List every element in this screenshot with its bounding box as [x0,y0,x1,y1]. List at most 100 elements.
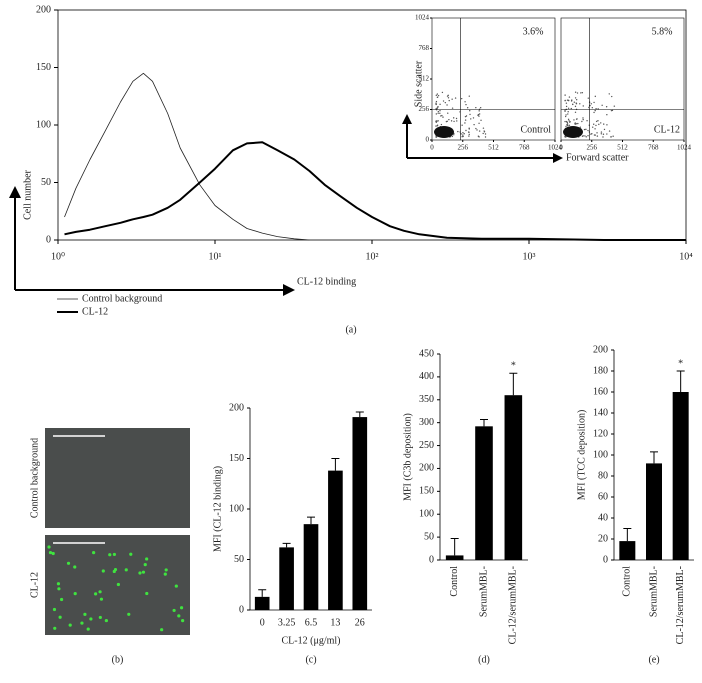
event-dot [595,124,597,127]
panel-label: (c) [305,654,316,665]
event-dot [594,128,596,130]
event-dot [582,117,584,119]
y-axis-label: MFI (C3b deposition) [402,413,413,501]
event-dot [436,96,439,98]
inset-arrow [406,122,555,159]
event-dot [445,120,448,123]
y-tick-label: 256 [419,105,430,113]
event-dot [565,105,568,108]
event-dot [611,109,614,112]
event-dot [575,123,578,125]
fluorescent-spot [174,584,178,588]
event-dot [465,129,467,132]
event-dot [587,129,589,132]
x-tick-label: 3.25 [278,617,296,628]
event-dot [605,106,608,108]
event-dot [580,92,582,94]
error-bar [258,589,267,597]
image-label: Control background [29,438,40,518]
event-dot [435,94,438,97]
event-dot [440,123,443,126]
y-tick-label: 80 [598,470,608,481]
fluorescent-spot [127,612,131,616]
error-bar [623,528,632,542]
y-tick-label: 300 [419,417,434,428]
fluorescent-spot [143,562,147,567]
event-dot [584,135,586,137]
panel-label: (e) [648,654,659,665]
micrograph [45,428,190,528]
quadrant-percent: 3.6% [523,26,544,37]
event-dot [602,133,605,135]
event-dot [594,95,597,98]
x-tick-label: 256 [587,144,598,152]
fluorescent-spot [98,615,102,620]
y-tick-label: 1024 [415,14,430,22]
event-dot [600,131,603,133]
event-dot [441,114,443,117]
event-dot [579,126,582,128]
event-dot [608,93,610,95]
event-dot [476,129,478,131]
error-bar [676,370,685,392]
fluorescent-spot [73,565,77,569]
y-tick-label: 40 [598,512,608,523]
event-dot [574,123,576,125]
event-dot [482,132,484,135]
event-dot [564,109,566,111]
event-dot [437,112,439,114]
error-bar [282,542,291,548]
x-tick-label: 10¹ [209,251,222,262]
x-tick-label: 10³ [523,251,536,262]
bar [504,395,523,560]
event-dot [606,113,608,116]
fluorescent-spot [98,590,102,594]
x-axis-label: CL-12 binding [297,276,356,287]
fluorescent-spot [145,557,149,561]
event-dot [468,128,470,130]
event-dot [566,124,568,127]
event-dot [435,120,438,122]
event-dot [574,105,577,108]
event-dot [594,109,596,112]
event-dot [436,93,439,95]
event-dot [455,117,458,120]
fluorescent-spot [172,608,176,613]
event-dot [475,127,477,130]
bar [619,541,636,560]
inset-frame [560,17,685,141]
event-dot [601,104,603,106]
event-dot [439,110,441,112]
event-dot [446,104,448,106]
event-dot [600,133,603,135]
event-dot [606,124,608,126]
y-tick-label: 0 [239,604,244,615]
fluorescent-spot [112,552,117,557]
y-tick-label: 0 [429,554,434,565]
event-dot [478,115,480,117]
event-dot [462,132,464,134]
event-dot [582,118,584,121]
bar [254,596,270,610]
fluorescent-spot [53,626,57,630]
event-dot [457,130,459,133]
event-dot [437,94,440,97]
event-dot [585,136,587,138]
event-dot [567,113,569,115]
event-dot [439,112,441,114]
x-axis-label: CL-12 (μg/ml) [282,635,341,646]
event-dot [444,101,447,104]
y-axis-label: MFI (TCC deposition) [576,410,587,501]
fluorescent-spot [99,597,104,601]
event-dot [581,120,583,123]
event-dot [603,123,605,125]
bar [303,524,319,610]
event-dot [466,107,469,109]
event-dot [568,96,571,98]
error-bar [450,537,459,556]
event-dot [468,133,470,136]
event-dot [579,103,581,105]
event-dot [566,123,569,125]
bar [352,417,368,610]
y-tick-label: 0 [426,136,430,144]
